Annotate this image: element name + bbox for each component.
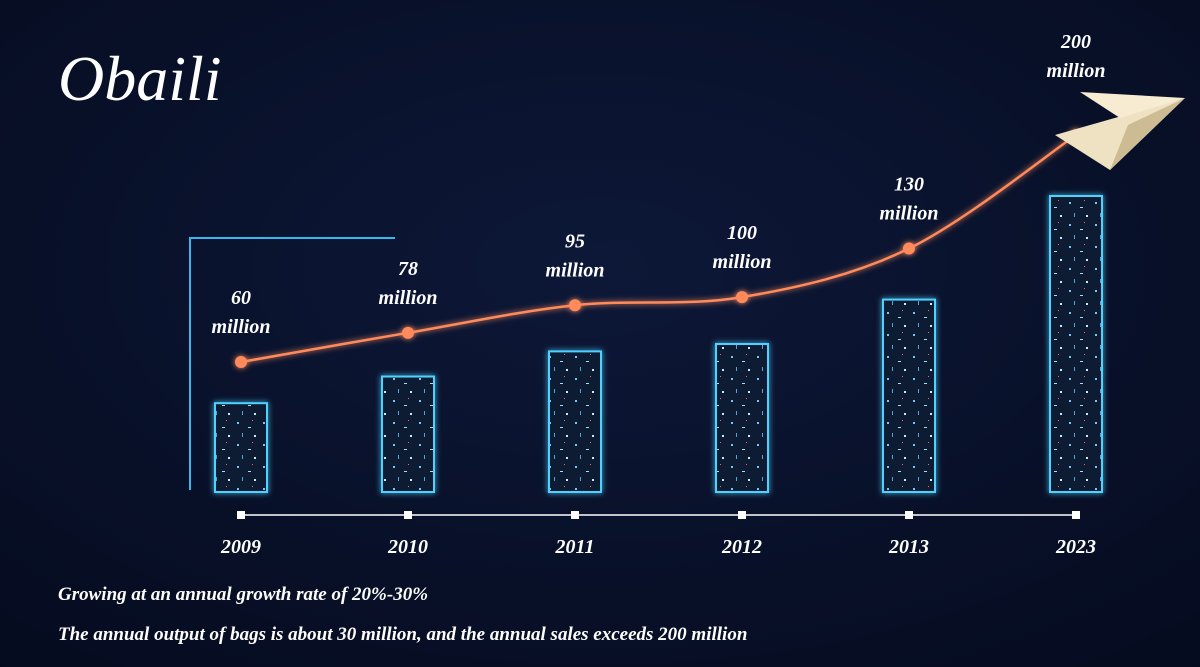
value-label: 130 million xyxy=(880,174,939,225)
x-tick-label: 2013 xyxy=(888,536,929,558)
timeline-marker xyxy=(571,511,579,519)
point xyxy=(903,242,915,255)
brand: Obaili xyxy=(58,43,222,114)
timeline-marker xyxy=(905,511,913,519)
value-label: 78 million xyxy=(379,258,438,309)
x-tick-label: 2010 xyxy=(387,536,428,558)
bar xyxy=(214,402,268,494)
timeline-marker xyxy=(738,511,746,519)
bar xyxy=(882,298,936,493)
bar xyxy=(548,350,602,493)
point xyxy=(569,299,581,312)
x-tick-label: 2009 xyxy=(220,536,261,558)
timeline-marker xyxy=(404,511,412,519)
timeline-marker xyxy=(1072,511,1080,519)
bar xyxy=(381,375,435,493)
point xyxy=(235,356,247,368)
timeline-marker xyxy=(237,511,245,519)
bar xyxy=(715,343,769,493)
note: Growing at an annual growth rate of 20%-… xyxy=(58,584,428,605)
point xyxy=(402,326,414,339)
decor-bracket xyxy=(189,237,395,490)
x-tick-label: 2012 xyxy=(721,536,762,558)
value-label: 100 million xyxy=(713,222,772,273)
point xyxy=(736,291,748,304)
x-tick-label: 2011 xyxy=(555,536,595,558)
value-label: 200 million xyxy=(1047,31,1106,82)
value-label: 95 million xyxy=(546,230,605,281)
value-label: 60 million xyxy=(212,287,271,338)
bar xyxy=(1049,195,1103,493)
x-tick-label: 2023 xyxy=(1055,536,1096,558)
paper-plane xyxy=(1055,92,1185,170)
note: The annual output of bags is about 30 mi… xyxy=(58,624,747,645)
trend-line xyxy=(240,133,1077,364)
